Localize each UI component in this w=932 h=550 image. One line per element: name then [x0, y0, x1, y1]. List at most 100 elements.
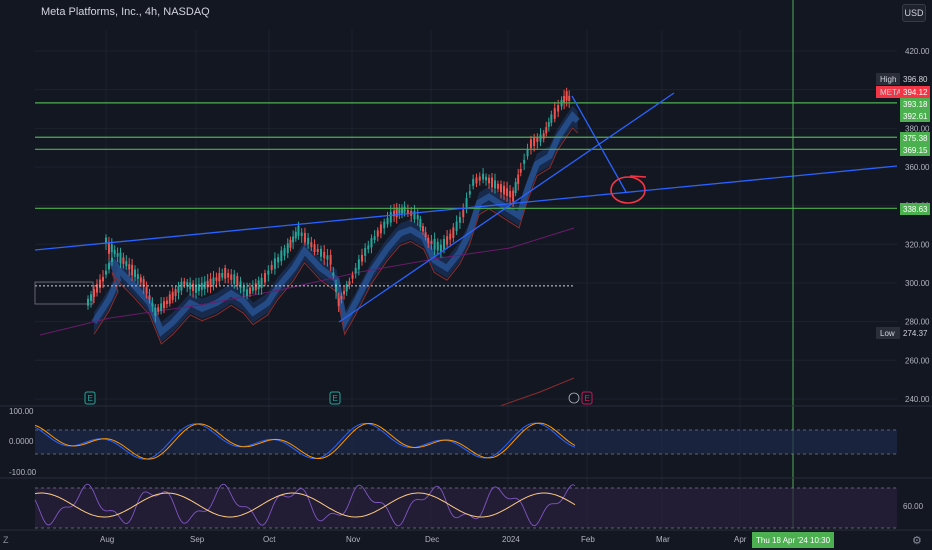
candle-body: [357, 259, 360, 270]
candle-body: [386, 217, 389, 225]
candle-body: [165, 300, 168, 305]
candle-body: [427, 237, 430, 243]
candle-body: [142, 279, 145, 287]
ma-line-lower: [499, 377, 575, 407]
candle-body: [154, 307, 157, 317]
price-label-tag: [876, 86, 900, 98]
price-label-tag-text: High: [880, 75, 896, 84]
candle-body: [145, 286, 148, 294]
candle-body: [270, 264, 273, 271]
candle-body: [212, 277, 215, 285]
price-axis-tick: 260.00: [905, 356, 930, 365]
earnings-marker-box: [329, 391, 341, 405]
candle-body: [227, 272, 230, 278]
candle-body: [151, 303, 154, 307]
candle-body: [195, 284, 197, 293]
candle-body: [446, 236, 449, 245]
candle-body: [403, 206, 406, 213]
candle-body: [168, 294, 171, 304]
price-label-box: [900, 110, 930, 122]
time-axis-tick: Oct: [263, 535, 276, 544]
candle-body: [449, 233, 452, 240]
candle-body: [310, 242, 313, 248]
timezone-label[interactable]: Z: [3, 535, 9, 545]
candle-body: [206, 280, 209, 288]
candle-body: [248, 287, 251, 294]
candle-body: [491, 177, 494, 188]
candle-body: [297, 225, 300, 236]
candle-body: [506, 188, 509, 196]
candle-body: [416, 215, 419, 220]
earnings-marker: E: [84, 391, 96, 405]
candle-body: [251, 286, 254, 291]
price-label-value: 392.61: [903, 112, 928, 121]
candle-body: [171, 291, 174, 300]
price-axis-tick: 280.00: [905, 318, 930, 327]
candle-body: [364, 248, 367, 256]
candle-body: [383, 221, 386, 229]
candle-body: [294, 231, 297, 239]
candle-body: [108, 263, 110, 270]
candle-body: [110, 244, 113, 253]
candle-body: [280, 250, 283, 262]
candle-body: [539, 134, 542, 142]
ma-line-red: [93, 127, 579, 345]
settings-gear-icon[interactable]: ⚙: [912, 535, 922, 547]
candle-body: [379, 224, 382, 234]
candle-body: [125, 261, 128, 267]
candle-body: [493, 180, 496, 189]
candle-body: [533, 137, 536, 147]
flash-icon: [568, 392, 580, 404]
candle-body: [393, 210, 396, 217]
trendline-rising: [338, 92, 675, 323]
candle-body: [550, 114, 553, 123]
time-axis-tick: Sep: [190, 535, 205, 544]
candle-body: [292, 236, 295, 243]
price-label-value: 393.18: [903, 100, 928, 109]
oscillator-1-tick: 100.00: [9, 407, 34, 416]
earnings-marker: E: [581, 391, 593, 405]
candle-body: [472, 179, 475, 186]
price-label-value: 394.12: [903, 88, 928, 97]
candle-body: [563, 95, 566, 104]
candle-body: [547, 122, 550, 127]
ma-line-purple: [39, 227, 575, 336]
oscillator-1: 100.00 0.0000 -100.00: [0, 405, 932, 477]
time-axis: Aug Sep Oct Nov Dec 2024 Feb Mar Apr: [0, 529, 932, 544]
candle-body: [263, 273, 266, 283]
candle-body: [455, 221, 458, 232]
candle-body: [160, 303, 163, 311]
candle-body: [496, 183, 499, 189]
candle-body: [197, 284, 200, 291]
candle-body: [209, 278, 212, 288]
candle-body: [482, 173, 485, 180]
candle-body: [183, 281, 186, 285]
oscillator-1-d: [34, 422, 576, 460]
candle-body: [389, 211, 392, 223]
candle-body: [99, 279, 101, 288]
candle-body: [246, 289, 249, 296]
candle-body: [313, 244, 316, 253]
price-label-tag: [876, 73, 900, 85]
candle-body: [523, 159, 526, 164]
price-label-value: 338.63: [903, 205, 928, 214]
candle-body: [557, 105, 560, 112]
currency-button[interactable]: USD: [902, 4, 926, 22]
price-label-level: 392.61: [900, 110, 930, 122]
price-axis-tick: 360.00: [905, 163, 930, 172]
candle-body: [422, 226, 425, 232]
candle-body: [289, 239, 292, 248]
candle-body: [134, 269, 136, 278]
oscillator-1-tick: 0.0000: [9, 437, 34, 446]
candle-body: [337, 298, 340, 307]
candle-body: [542, 133, 545, 139]
time-axis-tick: Feb: [581, 535, 595, 544]
candle-body: [509, 190, 512, 198]
candle-body: [433, 239, 436, 250]
candle-body: [267, 270, 270, 275]
candle-body: [277, 257, 280, 263]
candle-body: [189, 282, 192, 290]
candle-body: [499, 184, 502, 193]
candle-body: [478, 176, 481, 181]
